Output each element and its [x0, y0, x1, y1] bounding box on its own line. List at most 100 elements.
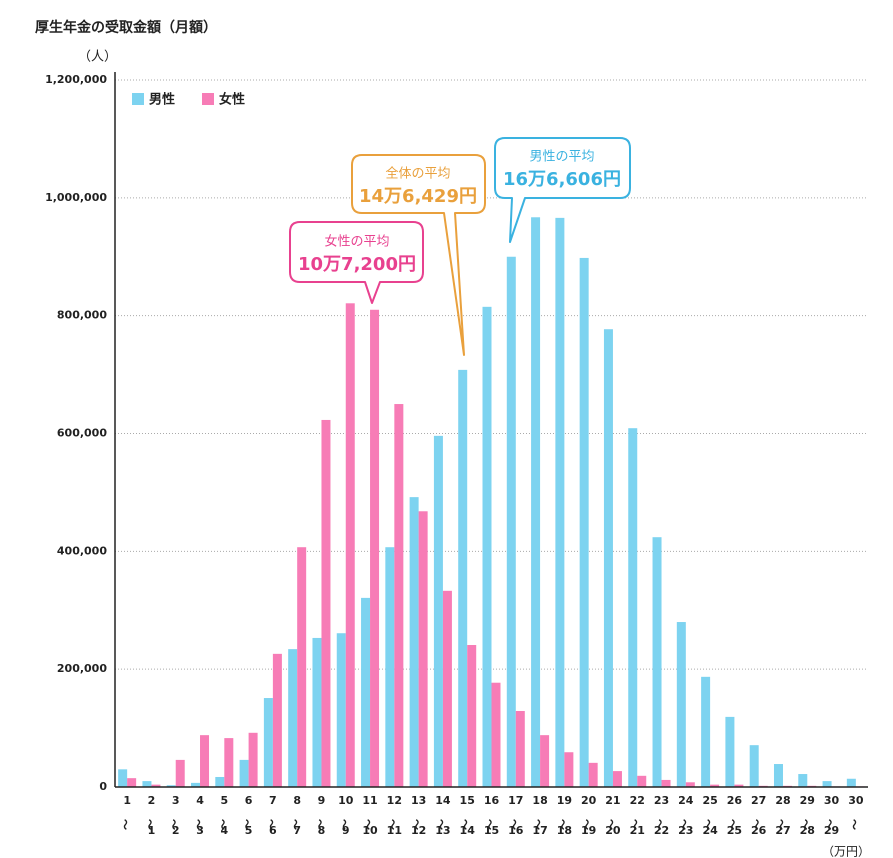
bar — [710, 784, 720, 787]
x-tick-part: 〜 — [167, 819, 180, 830]
x-tick-part: 7 — [269, 794, 277, 807]
x-tick-part: 1 — [148, 824, 156, 837]
x-tick-part: 2 — [172, 824, 180, 837]
x-tick-part: 〜 — [459, 819, 472, 830]
x-tick-part: 8 — [293, 794, 301, 807]
x-tick-part: 14 — [435, 794, 451, 807]
x-tick-part: 3 — [196, 824, 204, 837]
x-tick-part: 23 — [654, 794, 669, 807]
callout-title: 男性の平均 — [529, 150, 594, 165]
x-tick-label: 4 〜3 — [192, 794, 205, 837]
x-tick-part: 24 — [702, 824, 718, 837]
x-tick-label: 29 〜28 — [799, 794, 815, 837]
bar — [142, 781, 152, 787]
bar — [215, 776, 225, 787]
callout — [351, 154, 486, 356]
x-tick-part: 17 — [508, 794, 523, 807]
x-tick-part: 25 — [727, 824, 742, 837]
bar — [297, 547, 307, 787]
x-tick-part: 19 — [581, 824, 596, 837]
x-tick-part: 〜 — [629, 819, 642, 830]
bar — [637, 775, 647, 787]
x-tick-part: 1 — [123, 794, 131, 807]
chart-title: 厚生年金の受取金額（月額） — [35, 19, 217, 36]
x-tick-part: 27 — [775, 824, 790, 837]
bar — [288, 649, 298, 787]
x-tick-part: 21 — [630, 824, 645, 837]
x-tick-part: 15 — [484, 824, 499, 837]
bar — [564, 752, 574, 787]
callout-value: 10万7,200円 — [298, 254, 416, 275]
x-tick-label: 14 〜13 — [434, 794, 450, 837]
x-tick-label: 21 〜20 — [604, 794, 620, 837]
y-tick-label: 400,000 — [57, 544, 107, 557]
callout — [494, 137, 631, 243]
x-tick-part: 〜 — [289, 819, 302, 830]
x-tick-part: 〜 — [264, 819, 277, 830]
x-tick-part: 〜 — [240, 819, 253, 830]
bar — [418, 511, 428, 787]
x-tick-label: 7 〜6 — [264, 794, 277, 837]
x-tick-part: 11 — [362, 794, 377, 807]
bar — [773, 764, 783, 787]
x-tick-part: 21 — [605, 794, 620, 807]
x-tick-part: 〜 — [337, 819, 350, 830]
bar — [612, 771, 622, 787]
x-tick-part: 5 — [245, 824, 253, 837]
x-unit: （万円） — [822, 845, 870, 858]
x-tick-part: 6 — [245, 794, 253, 807]
x-tick-part: 〜 — [677, 819, 690, 830]
x-tick-part: 24 — [678, 794, 694, 807]
bar — [248, 732, 258, 787]
bar — [458, 369, 468, 787]
x-tick-label: 23 〜22 — [653, 794, 669, 837]
x-tick-part: 〜 — [653, 819, 666, 830]
x-tick-part: 〜 — [192, 819, 205, 830]
bar — [652, 537, 662, 787]
legend-swatch — [132, 93, 144, 105]
bar — [506, 256, 516, 787]
bar — [433, 435, 443, 787]
x-tick-label: 15 〜14 — [459, 794, 475, 837]
bar — [263, 698, 273, 787]
callout-value: 14万6,429円 — [359, 186, 477, 207]
bar — [394, 404, 404, 787]
y-tick-label: 0 — [99, 780, 107, 793]
x-tick-part: 〜 — [604, 819, 617, 830]
x-tick-part: 18 — [532, 794, 547, 807]
legend-swatch — [202, 93, 214, 105]
x-tick-label: 22 〜21 — [629, 794, 645, 837]
x-tick-part: 12 — [387, 794, 402, 807]
x-tick-part: 30 — [848, 794, 864, 807]
x-tick-part: 4 — [220, 824, 228, 837]
x-tick-label: 28 〜27 — [774, 794, 790, 837]
bar — [701, 676, 711, 787]
x-tick-label: 27 〜26 — [750, 794, 766, 837]
x-tick-part: 2 — [148, 794, 156, 807]
x-tick-part: 〜 — [143, 819, 156, 830]
x-tick-part: 9 — [318, 794, 326, 807]
bar — [734, 784, 744, 787]
x-tick-part: 3 — [172, 794, 180, 807]
callout-value: 16万6,606円 — [503, 169, 621, 190]
bar — [628, 428, 638, 787]
bar — [224, 738, 234, 787]
x-tick-part: 7 — [293, 824, 301, 837]
x-tick-label: 5 〜4 — [216, 794, 229, 837]
x-tick-label: 8 〜7 — [289, 794, 302, 837]
x-tick-part: 〜 — [726, 819, 739, 830]
x-tick-part: 12 — [411, 824, 426, 837]
bar — [239, 759, 249, 787]
bar — [385, 547, 395, 787]
x-tick-part: 20 — [605, 824, 621, 837]
bar — [515, 710, 525, 787]
x-tick-part: 4 — [196, 794, 204, 807]
y-tick-label: 1,000,000 — [45, 191, 107, 204]
bar — [588, 762, 598, 787]
callout-title: 女性の平均 — [324, 234, 389, 250]
x-tick-part: 28 — [800, 824, 815, 837]
x-tick-part: 17 — [532, 824, 547, 837]
x-tick-part: 〜 — [410, 819, 423, 830]
bar — [272, 653, 282, 787]
